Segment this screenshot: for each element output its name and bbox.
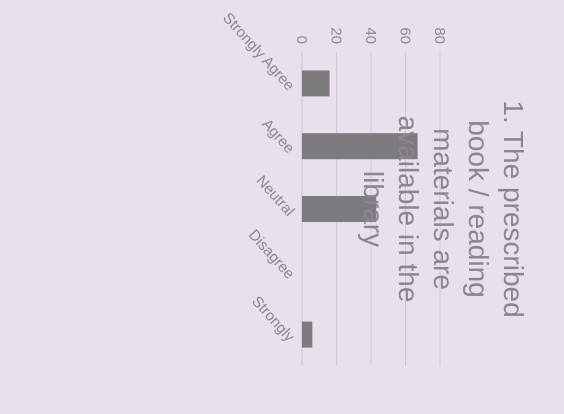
y-tick-label: 80 — [431, 27, 448, 44]
y-tick-label: 40 — [362, 27, 379, 44]
chart-title-line: 1. The prescribed — [498, 100, 529, 317]
chart-title-line: library — [358, 171, 389, 247]
category-label: Neutral — [253, 172, 298, 219]
bar — [302, 133, 418, 160]
y-tick-label: 60 — [397, 27, 414, 44]
category-label: Agree — [258, 116, 297, 157]
bar — [302, 321, 313, 348]
bar — [302, 70, 330, 97]
rotated-chart-group: 0 20 40 60 80 Strongly Agree Agree Neutral Disag… — [219, 10, 529, 366]
category-label: Strongly Agree — [219, 10, 297, 95]
category-label: Strongly — [248, 293, 298, 346]
y-tick-label: 0 — [293, 36, 310, 44]
category-label: Disagree — [245, 226, 298, 282]
chart-title-line: materials are — [428, 128, 459, 290]
chart-title-line: book / reading — [463, 120, 494, 297]
chart-title-line: available in the — [393, 116, 424, 303]
y-tick-label: 20 — [328, 27, 345, 44]
bar — [302, 196, 377, 222]
